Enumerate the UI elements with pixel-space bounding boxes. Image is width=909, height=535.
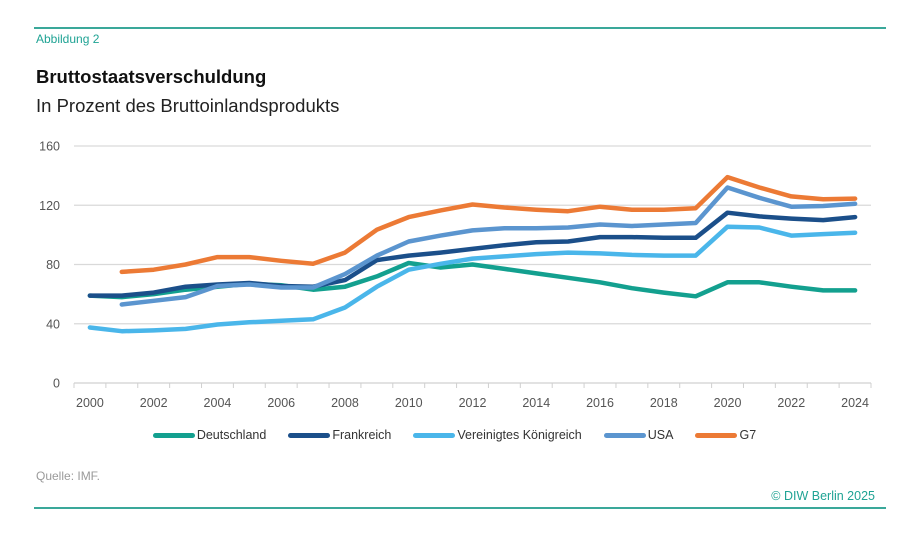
legend-item: Vereinigtes Königreich: [413, 428, 582, 442]
legend-swatch: [152, 432, 195, 438]
x-tick-label: 2014: [522, 396, 550, 410]
legend-swatch: [413, 432, 456, 438]
legend-item: G7: [695, 428, 756, 442]
y-axis: 0 40 80 120 160: [39, 140, 60, 391]
x-tick-label: 2004: [204, 396, 232, 410]
series-line-usa: [119, 185, 858, 307]
series-lines: [87, 174, 858, 334]
chart-title: Bruttostaatsverschuldung: [36, 66, 267, 87]
x-tick-label: 2006: [267, 396, 295, 410]
x-tick-label: 2018: [650, 396, 678, 410]
chart-subtitle: In Prozent des Bruttoinlandsprodukts: [36, 95, 340, 116]
copyright: © DIW Berlin 2025: [771, 489, 875, 503]
legend-label: Frankreich: [332, 428, 392, 442]
y-tick-label: 40: [46, 317, 60, 331]
x-tick-label: 2008: [331, 396, 359, 410]
y-tick-label: 0: [53, 377, 60, 391]
x-tick-label: 2010: [395, 396, 423, 410]
gridlines: [74, 145, 871, 325]
y-tick-label: 80: [46, 258, 60, 272]
x-tick-label: 2012: [459, 396, 487, 410]
y-tick-label: 120: [39, 199, 60, 213]
x-axis: 2000 2002 2004 2006 2008 2010 2012 2014 2016 2018…: [73, 382, 872, 410]
figure-label: Abbildung 2: [36, 32, 100, 46]
top-rule: [34, 27, 886, 29]
y-tick-label: 160: [39, 140, 60, 154]
legend-label: G7: [739, 428, 757, 442]
x-tick-label: 2016: [586, 396, 614, 410]
legend-item: USA: [603, 428, 674, 442]
legend-swatch: [603, 432, 646, 438]
x-tick-label: 2002: [140, 396, 168, 410]
legend-label: USA: [647, 428, 674, 442]
legend-swatch: [288, 432, 331, 438]
x-tick-label: 2022: [777, 396, 805, 410]
legend-item: Deutschland: [152, 428, 267, 442]
bottom-rule: [34, 507, 886, 509]
x-tick-label: 2024: [841, 396, 869, 410]
legend: Deutschland Frankreich Vereinigtes Königre…: [0, 428, 909, 442]
series-line-g7: [119, 174, 858, 275]
x-tick-label: 2000: [76, 396, 104, 410]
legend-swatch: [695, 432, 738, 438]
legend-label: Vereinigtes Königreich: [457, 428, 582, 442]
legend-item: Frankreich: [288, 428, 391, 442]
legend-label: Deutschland: [196, 428, 267, 442]
x-tick-label: 2020: [714, 396, 742, 410]
source-note: Quelle: IMF.: [36, 469, 101, 483]
series-line-vereinigtes-königreich: [87, 224, 858, 334]
